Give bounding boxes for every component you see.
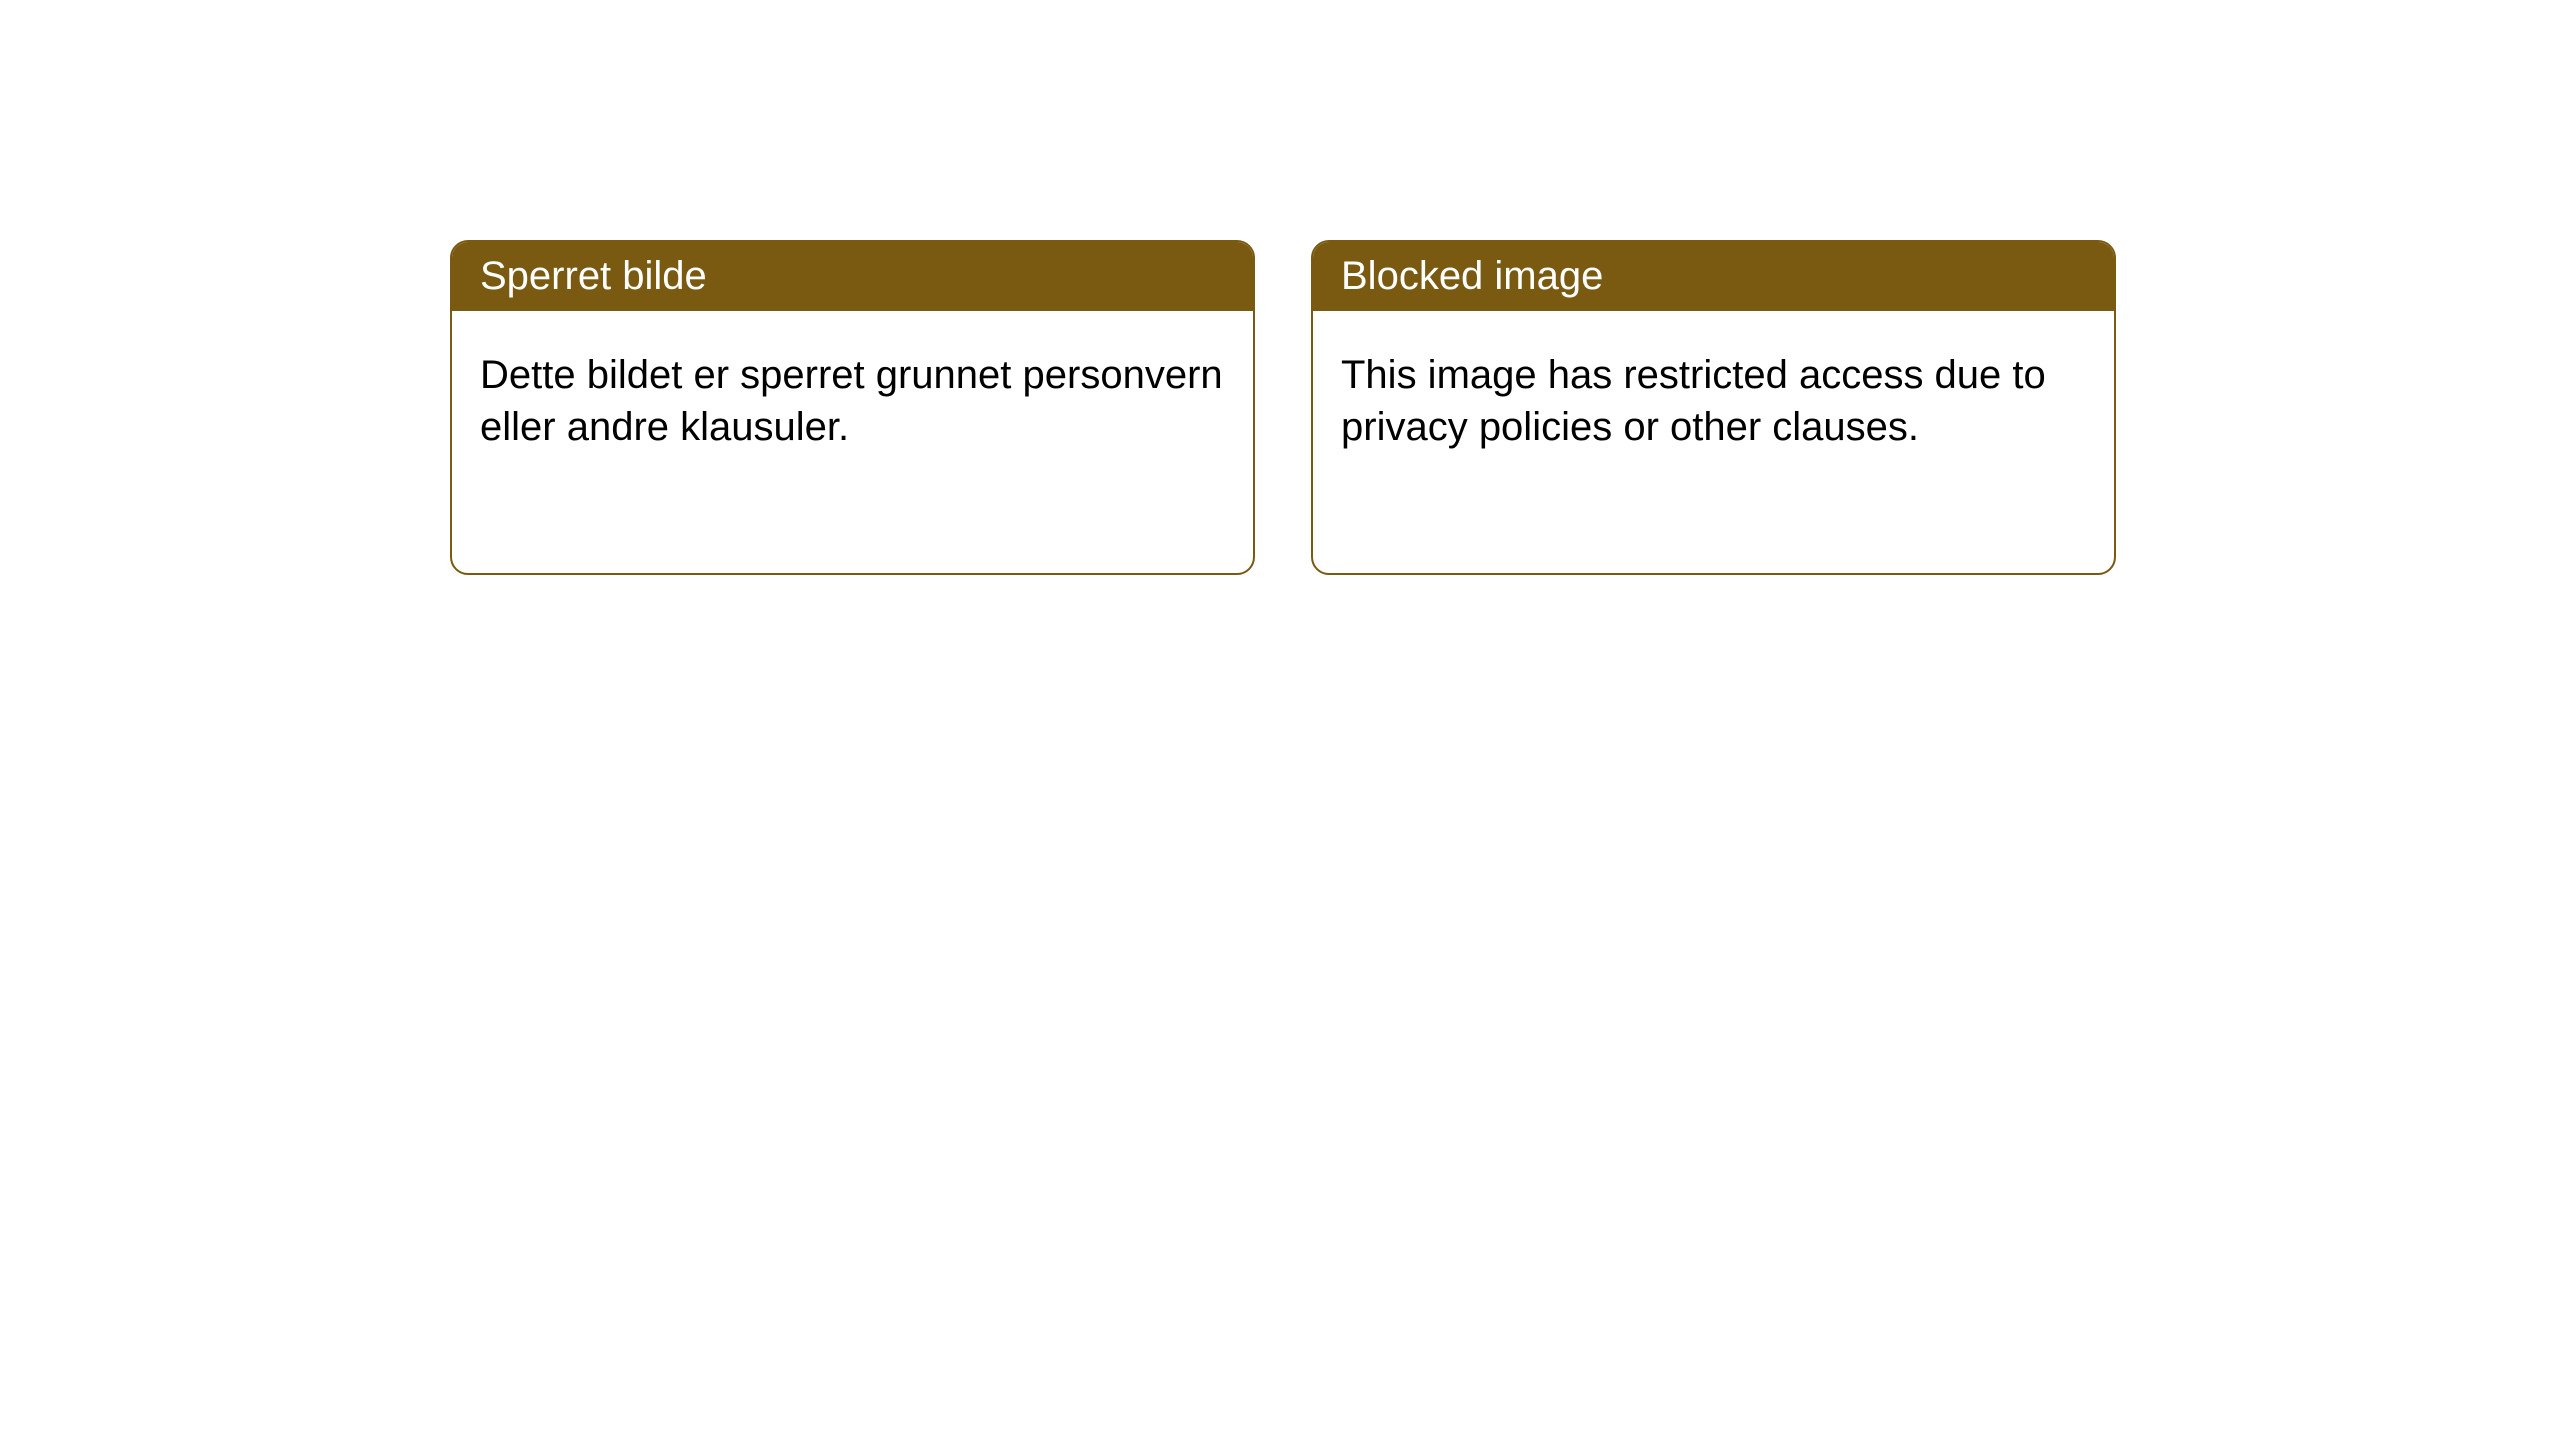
card-body-text: This image has restricted access due to … xyxy=(1341,353,2046,449)
card-body: Dette bildet er sperret grunnet personve… xyxy=(452,311,1253,491)
card-header: Sperret bilde xyxy=(452,242,1253,311)
card-header: Blocked image xyxy=(1313,242,2114,311)
card-title: Blocked image xyxy=(1341,254,1603,298)
notice-card-english: Blocked image This image has restricted … xyxy=(1311,240,2116,575)
notice-card-norwegian: Sperret bilde Dette bildet er sperret gr… xyxy=(450,240,1255,575)
card-body-text: Dette bildet er sperret grunnet personve… xyxy=(480,353,1223,449)
notice-cards-container: Sperret bilde Dette bildet er sperret gr… xyxy=(450,240,2116,575)
card-body: This image has restricted access due to … xyxy=(1313,311,2114,491)
card-title: Sperret bilde xyxy=(480,254,707,298)
